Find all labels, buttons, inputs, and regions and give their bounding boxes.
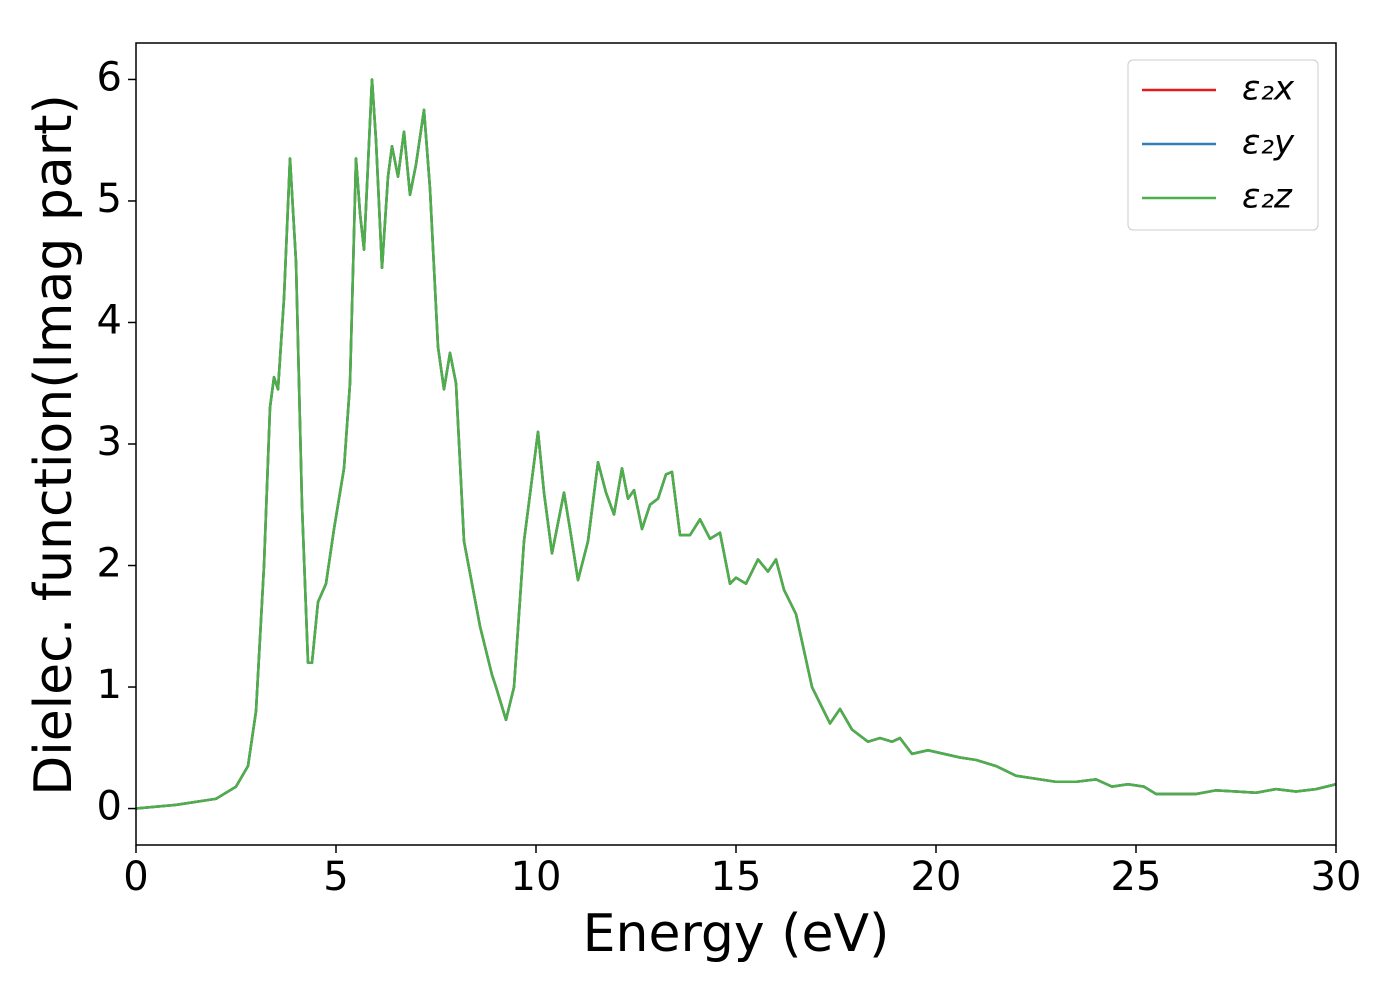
x-tick-label: 5: [323, 854, 348, 900]
y-tick-label: 6: [97, 54, 122, 100]
x-tick-label: 20: [911, 854, 962, 900]
legend-box: [1127, 59, 1319, 231]
data-line: [135, 78, 1337, 810]
x-tick-label: 30: [1311, 854, 1362, 900]
x-axis-label: Energy (eV): [583, 904, 890, 964]
x-tick-label: 25: [1111, 854, 1162, 900]
x-tick-label: 0: [123, 854, 148, 900]
legend-label: ε₂y: [1242, 123, 1295, 163]
plot-frame: [135, 42, 1337, 846]
legend-label: ε₂z: [1242, 177, 1293, 217]
legend-label: ε₂x: [1242, 69, 1295, 109]
y-tick-label: 5: [97, 176, 122, 222]
x-tick-label: 15: [711, 854, 762, 900]
y-tick-label: 1: [97, 662, 122, 708]
y-tick-label: 4: [97, 297, 122, 343]
y-tick-label: 2: [97, 541, 122, 587]
y-axis-label: Dielec. function(Imag part): [24, 94, 84, 796]
y-tick-label: 3: [97, 419, 122, 465]
y-tick-label: 0: [97, 784, 122, 830]
x-tick-label: 10: [511, 854, 562, 900]
